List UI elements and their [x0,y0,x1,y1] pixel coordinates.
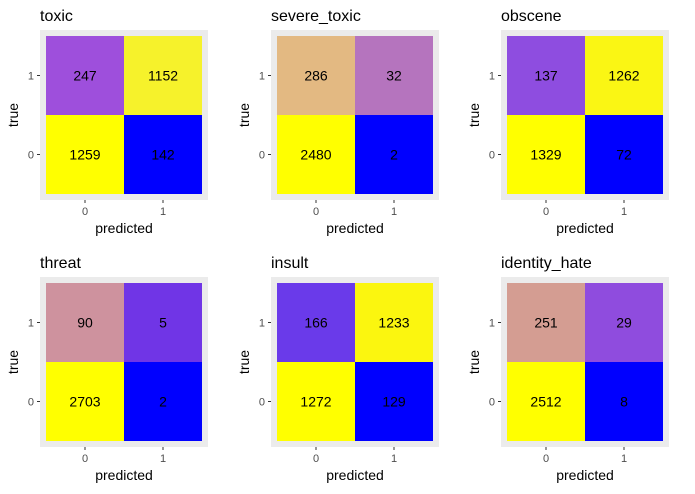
chart-1-ytick-label-0: 0 [259,150,265,162]
chart-3-tile-true1-pred1 [124,283,202,362]
chart-4-xtick-label-0: 0 [313,453,319,465]
chart-4-ylabel: true [236,350,252,374]
chart-4-value-true1-pred1: 1233 [378,315,409,331]
chart-0-value-true0-pred0: 1259 [69,147,100,163]
chart-2-value-true0-pred1: 72 [616,147,632,163]
chart-5-ytick-label-1: 1 [489,318,495,330]
chart-3-value-true0-pred0: 2703 [69,394,100,410]
chart-1-xtick-label-0: 0 [313,206,319,218]
chart-3-xlabel: predicted [95,467,153,483]
chart-4-value-true0-pred1: 129 [382,394,406,410]
chart-1-title: severe_toxic [271,8,361,25]
chart-0-ytick-label-0: 0 [28,150,34,162]
chart-4-xlabel: predicted [326,467,384,483]
chart-1-value-true0-pred1: 2 [390,147,398,163]
chart-5-ytick-label-0: 0 [489,397,495,409]
chart-2-ytick-label-0: 0 [489,150,495,162]
chart-3-value-true0-pred1: 2 [159,394,167,410]
chart-1-value-true1-pred1: 32 [386,68,402,84]
chart-0-ytick-label-1: 1 [28,71,34,83]
chart-2-ytick-label-1: 1 [489,71,495,83]
chart-4-tile-true1-pred1 [355,283,433,362]
chart-0-tile-true1-pred0 [46,36,124,115]
chart-1-ytick-label-1: 1 [259,71,265,83]
chart-5-tile-true0-pred1 [585,362,663,441]
chart-2-tile-true1-pred1 [585,36,663,115]
chart-4-xtick-label-1: 1 [391,453,397,465]
chart-5-xtick-label-1: 1 [621,453,627,465]
chart-1-xlabel: predicted [326,220,384,236]
chart-0-tile-true1-pred1 [124,36,202,115]
chart-5-tile-true0-pred0 [507,362,585,441]
chart-4-value-true1-pred0: 166 [304,315,328,331]
chart-5-value-true1-pred0: 251 [534,315,558,331]
chart-2-tile-true1-pred0 [507,36,585,115]
chart-3-ytick-label-1: 1 [28,318,34,330]
chart-3-tile-true1-pred0 [46,283,124,362]
chart-3-value-true1-pred1: 5 [159,315,167,331]
chart-4-title: insult [271,255,309,272]
chart-3-value-true1-pred0: 90 [77,315,93,331]
chart-1-tile-true1-pred1 [355,36,433,115]
chart-2-ylabel: true [466,103,482,127]
chart-2-xlabel: predicted [556,220,614,236]
chart-4-ytick-label-0: 0 [259,397,265,409]
chart-5-value-true0-pred0: 2512 [530,394,561,410]
chart-5-xtick-label-0: 0 [543,453,549,465]
chart-3-ytick-label-0: 0 [28,397,34,409]
chart-3-ylabel: true [5,350,21,374]
chart-4-ytick-label-1: 1 [259,318,265,330]
chart-3-xtick-label-0: 0 [82,453,88,465]
chart-0-tile-true0-pred1 [124,115,202,194]
chart-1-ylabel: true [236,103,252,127]
chart-3-xtick-label-1: 1 [160,453,166,465]
chart-5-xlabel: predicted [556,467,614,483]
chart-4-tile-true1-pred0 [277,283,355,362]
chart-2-tile-true0-pred0 [507,115,585,194]
chart-1-xtick-label-1: 1 [391,206,397,218]
chart-3-tile-true0-pred1 [124,362,202,441]
chart-4-tile-true0-pred1 [355,362,433,441]
chart-2-xtick-label-0: 0 [543,206,549,218]
chart-2-value-true1-pred0: 137 [534,68,558,84]
chart-1-tile-true1-pred0 [277,36,355,115]
chart-4-value-true0-pred0: 1272 [300,394,331,410]
chart-2-value-true0-pred0: 1329 [530,147,561,163]
chart-1-value-true0-pred0: 2480 [300,147,331,163]
chart-4-tile-true0-pred0 [277,362,355,441]
chart-1-tile-true0-pred1 [355,115,433,194]
chart-0-tile-true0-pred0 [46,115,124,194]
chart-2-title: obscene [501,8,562,25]
chart-0-ylabel: true [5,103,21,127]
chart-1-value-true1-pred0: 286 [304,68,328,84]
chart-0-title: toxic [40,8,73,25]
chart-2-xtick-label-1: 1 [621,206,627,218]
chart-0-xtick-label-0: 0 [82,206,88,218]
chart-0-xlabel: predicted [95,220,153,236]
chart-0-value-true0-pred1: 142 [151,147,175,163]
chart-5-value-true0-pred1: 8 [620,394,628,410]
chart-3-title: threat [40,255,81,272]
chart-5-tile-true1-pred1 [585,283,663,362]
chart-0-xtick-label-1: 1 [160,206,166,218]
chart-5-title: identity_hate [501,255,592,272]
chart-5-ylabel: true [466,350,482,374]
chart-5-value-true1-pred1: 29 [616,315,632,331]
chart-3-tile-true0-pred0 [46,362,124,441]
chart-1-tile-true0-pred0 [277,115,355,194]
chart-5-tile-true1-pred0 [507,283,585,362]
chart-0-value-true1-pred1: 1152 [148,68,178,84]
chart-0-value-true1-pred0: 247 [73,68,97,84]
chart-2-value-true1-pred1: 1262 [608,68,639,84]
chart-2-tile-true0-pred1 [585,115,663,194]
